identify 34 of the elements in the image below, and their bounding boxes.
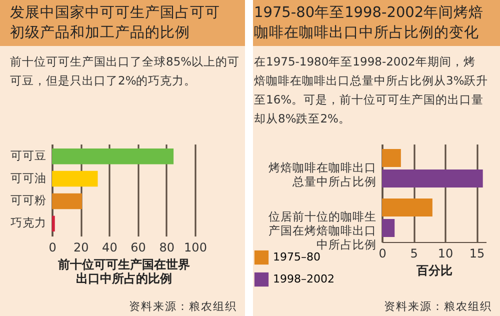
- x-tick-label: 5: [410, 246, 418, 260]
- bar: [52, 148, 174, 164]
- y-tick-label: 可可油: [10, 170, 46, 185]
- text: 资料来源：粮农组织: [129, 299, 237, 314]
- bar: [382, 169, 483, 188]
- x-tick-label: 40: [102, 240, 118, 254]
- legend-label: 1975–80: [273, 250, 320, 264]
- chart-title: 发展中国家中可可生产国占可可初级产品和加工产品的比例: [10, 4, 220, 41]
- chart-subtitle: 在1975-1980年至1998-2002年期间，烤焙咖啡在咖啡出口总量中所占比例从3%跃升至16%。可是，前十位可可生产国的出口量却从8%跌至2%。: [254, 54, 488, 126]
- x-tick-label: 20: [73, 240, 89, 254]
- y-tick-label: 可可粉: [10, 193, 46, 208]
- x-tick-label: 100: [184, 240, 207, 254]
- bar: [382, 148, 401, 168]
- x-tick-label: 0: [48, 240, 56, 254]
- x-tick-label: 10: [438, 246, 454, 260]
- x-tick-label: 0: [378, 246, 386, 260]
- x-axis-title: 百分比: [416, 264, 452, 278]
- y-tick-label: 位居前十位的咖啡生产国在烤焙咖啡出口中所占比例: [268, 210, 376, 252]
- legend-label: 1998–2002: [273, 272, 334, 286]
- y-tick-label: 烤焙咖啡在咖啡出口总量中所占比例: [268, 160, 376, 188]
- bar: [382, 218, 395, 238]
- chart-title: 1975-80年至1998-2002年间烤焙咖啡在咖啡出口中所占比例的变化: [254, 4, 484, 41]
- y-tick-label: 可可豆: [10, 148, 46, 162]
- text: 资料来源：粮农组织: [384, 299, 492, 314]
- chart-subtitle: 前十位可可生产国出口了全球85%以上的可可豆，但是只出口了2%的巧克力。: [10, 54, 240, 88]
- x-tick-label: 15: [469, 246, 485, 260]
- x-axis-title: 前十位可可生产国在世界出口中所占的比例: [57, 258, 190, 286]
- bar: [382, 198, 432, 217]
- bar: [52, 170, 98, 187]
- bar: [52, 216, 55, 232]
- y-tick-label: 巧克力: [10, 216, 46, 230]
- x-tick-label: 60: [130, 240, 146, 254]
- bar: [52, 193, 82, 210]
- x-tick-label: 80: [159, 240, 175, 254]
